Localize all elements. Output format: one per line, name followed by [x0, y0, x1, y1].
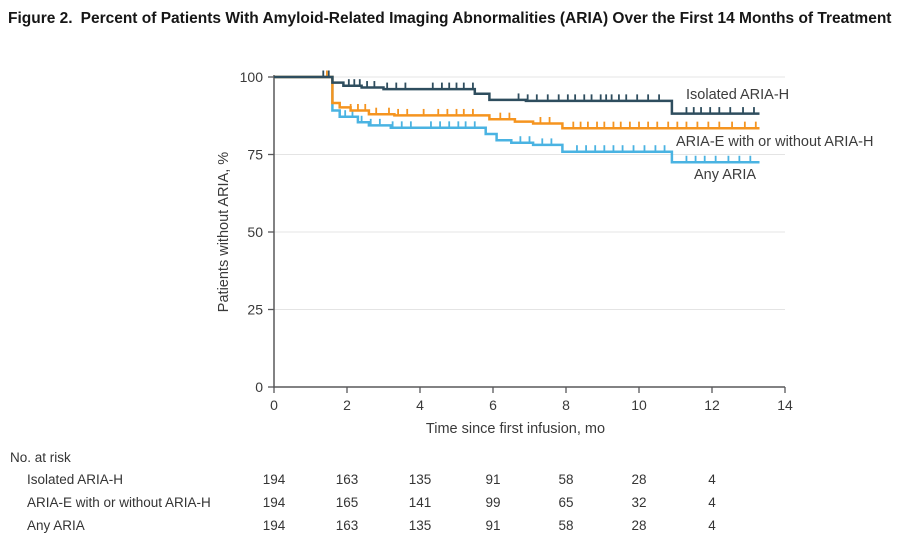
x-tick-label: 2 — [343, 397, 351, 413]
risk-count: 4 — [708, 495, 716, 510]
series-label-aria-e-with-or-without-aria-h: ARIA-E with or without ARIA-H — [676, 134, 873, 150]
risk-count: 163 — [335, 518, 359, 533]
x-axis-title: Time since first infusion, mo — [426, 421, 605, 437]
risk-count: 91 — [485, 518, 501, 533]
y-tick-label: 75 — [247, 147, 263, 163]
risk-count: 4 — [708, 472, 716, 487]
risk-count: 165 — [335, 495, 359, 510]
risk-count: 99 — [485, 495, 501, 510]
series-line-isolated-aria-h — [274, 75, 760, 115]
risk-table-heading: No. at risk — [10, 450, 71, 465]
risk-row-isolated-aria-h: Isolated ARIA-H 194 163 135 91 58 28 4 — [0, 472, 910, 489]
risk-count: 135 — [408, 518, 432, 533]
y-tick-label: 0 — [255, 379, 263, 395]
risk-count: 32 — [631, 495, 647, 510]
figure-title: Figure 2. Percent of Patients With Amyloi… — [8, 6, 907, 32]
figure-label: Figure 2. — [8, 10, 73, 27]
series-label-isolated-aria-h: Isolated ARIA-H — [686, 87, 789, 103]
series-line-any-aria — [274, 75, 760, 164]
series-line-aria-e-with-or-without-aria-h — [274, 75, 760, 130]
risk-row-label: Isolated ARIA-H — [27, 472, 124, 487]
y-tick-label: 25 — [247, 302, 263, 318]
y-axis-title: Patients without ARIA, % — [216, 152, 232, 312]
x-tick-label: 14 — [777, 397, 793, 413]
risk-count: 194 — [262, 518, 286, 533]
risk-count: 58 — [558, 518, 574, 533]
risk-count: 91 — [485, 472, 501, 487]
risk-count: 58 — [558, 472, 574, 487]
y-tick-label: 50 — [247, 224, 263, 240]
risk-count: 135 — [408, 472, 432, 487]
risk-row-label: ARIA-E with or without ARIA-H — [27, 495, 211, 510]
risk-count: 28 — [631, 518, 647, 533]
risk-row-aria-e-with-or-without-aria-h: ARIA-E with or without ARIA-H 194 165 141 99… — [0, 495, 910, 512]
risk-count: 141 — [408, 495, 432, 510]
risk-count: 65 — [558, 495, 574, 510]
km-chart: 0 25 50 75 100 0 2 4 6 8 10 12 14 Time since first in… — [216, 69, 873, 437]
series-label-any-aria: Any ARIA — [694, 167, 756, 183]
x-tick-label: 12 — [704, 397, 720, 413]
risk-count: 4 — [708, 518, 716, 533]
x-tick-label: 10 — [631, 397, 647, 413]
x-tick-label: 6 — [489, 397, 497, 413]
risk-count: 28 — [631, 472, 647, 487]
risk-count: 163 — [335, 472, 359, 487]
x-tick-label: 0 — [270, 397, 278, 413]
figure-title-text: Percent of Patients With Amyloid-Related… — [80, 10, 892, 27]
y-tick-label: 100 — [240, 69, 264, 85]
risk-count: 194 — [262, 472, 286, 487]
risk-count: 194 — [262, 495, 286, 510]
x-tick-label: 8 — [562, 397, 570, 413]
risk-row-label: Any ARIA — [27, 518, 85, 533]
risk-row-any-aria: Any ARIA 194 163 135 91 58 28 4 — [0, 518, 910, 535]
x-tick-label: 4 — [416, 397, 424, 413]
